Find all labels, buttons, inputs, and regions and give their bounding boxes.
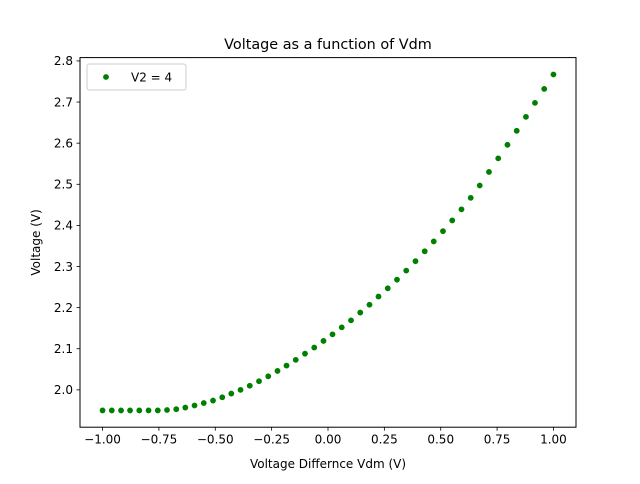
data-point — [403, 267, 410, 274]
data-point — [430, 238, 437, 245]
y-axis-label: Voltage (V) — [29, 209, 43, 275]
data-point — [154, 407, 161, 414]
plot-frame — [79, 57, 577, 428]
x-axis-ticks: −1.00 −0.75 −0.50 −0.25 0.00 0.25 0.50 0.75 1.00 — [84, 427, 567, 447]
y-tick-label: 2.4 — [54, 219, 73, 233]
data-point — [173, 406, 180, 413]
data-point — [421, 248, 428, 255]
x-tick-label: 0.75 — [484, 433, 511, 447]
data-point — [348, 317, 354, 324]
data-point — [127, 407, 133, 414]
y-tick-label: 2.6 — [54, 136, 73, 150]
y-tick-label: 2.3 — [54, 260, 73, 274]
data-point — [145, 407, 152, 414]
data-point — [338, 324, 345, 331]
data-point — [200, 400, 207, 406]
data-point — [219, 394, 226, 401]
data-point — [256, 378, 262, 385]
data-point — [329, 331, 336, 338]
data-point — [467, 194, 474, 201]
y-axis-ticks: 2.0 2.1 2.2 2.3 2.4 2.5 2.6 2.7 2.8 — [54, 54, 80, 397]
x-tick-label: 0.50 — [427, 433, 454, 447]
data-point — [412, 258, 419, 265]
y-tick-label: 2.0 — [54, 383, 73, 397]
legend: V2 = 4 — [86, 63, 187, 91]
data-point — [228, 390, 235, 397]
x-axis-label: Voltage Differnce Vdm (V) — [250, 457, 406, 471]
data-point — [302, 350, 308, 357]
legend-label-v2-4: V2 = 4 — [131, 71, 172, 85]
data-point — [320, 338, 327, 344]
data-point — [237, 386, 244, 393]
data-point — [182, 404, 189, 411]
data-point — [191, 402, 198, 409]
data-point — [210, 397, 216, 404]
data-point — [513, 127, 520, 134]
data-point — [311, 344, 318, 351]
data-point — [532, 99, 538, 106]
x-tick-label: 0.25 — [371, 433, 398, 447]
data-point — [136, 407, 143, 414]
x-tick-label: −1.00 — [84, 433, 121, 447]
x-tick-label: 0.00 — [315, 433, 342, 447]
data-point — [384, 285, 391, 292]
data-point — [440, 228, 446, 235]
data-point — [108, 407, 115, 414]
y-tick-label: 2.8 — [54, 54, 73, 68]
y-tick-label: 2.1 — [54, 342, 73, 356]
x-tick-label: −0.25 — [253, 433, 290, 447]
data-point — [366, 301, 373, 308]
data-point — [274, 368, 281, 374]
data-point — [523, 113, 529, 120]
data-point — [357, 309, 364, 316]
data-point — [550, 71, 557, 78]
x-tick-label: −0.50 — [197, 433, 234, 447]
data-points — [99, 71, 557, 414]
chart-title: Voltage as a function of Vdm — [224, 37, 432, 53]
data-point — [458, 206, 465, 213]
data-point — [504, 141, 511, 148]
x-tick-label: −0.75 — [141, 433, 178, 447]
data-point — [99, 407, 106, 414]
data-point — [486, 169, 492, 175]
data-point — [265, 373, 272, 380]
data-point — [164, 407, 170, 413]
data-point — [118, 407, 124, 414]
x-tick-label: 1.00 — [540, 433, 567, 447]
data-point — [246, 382, 253, 389]
data-point — [283, 362, 290, 369]
data-point — [476, 182, 483, 189]
data-point — [394, 276, 400, 283]
data-point — [292, 356, 299, 363]
y-tick-label: 2.5 — [54, 178, 73, 192]
legend-marker — [103, 74, 109, 80]
data-point — [449, 217, 456, 224]
y-tick-label: 2.7 — [54, 95, 73, 109]
legend-box — [86, 63, 187, 91]
data-point — [541, 85, 548, 92]
data-point — [375, 293, 382, 300]
y-tick-label: 2.2 — [54, 301, 73, 315]
data-point — [495, 155, 502, 162]
